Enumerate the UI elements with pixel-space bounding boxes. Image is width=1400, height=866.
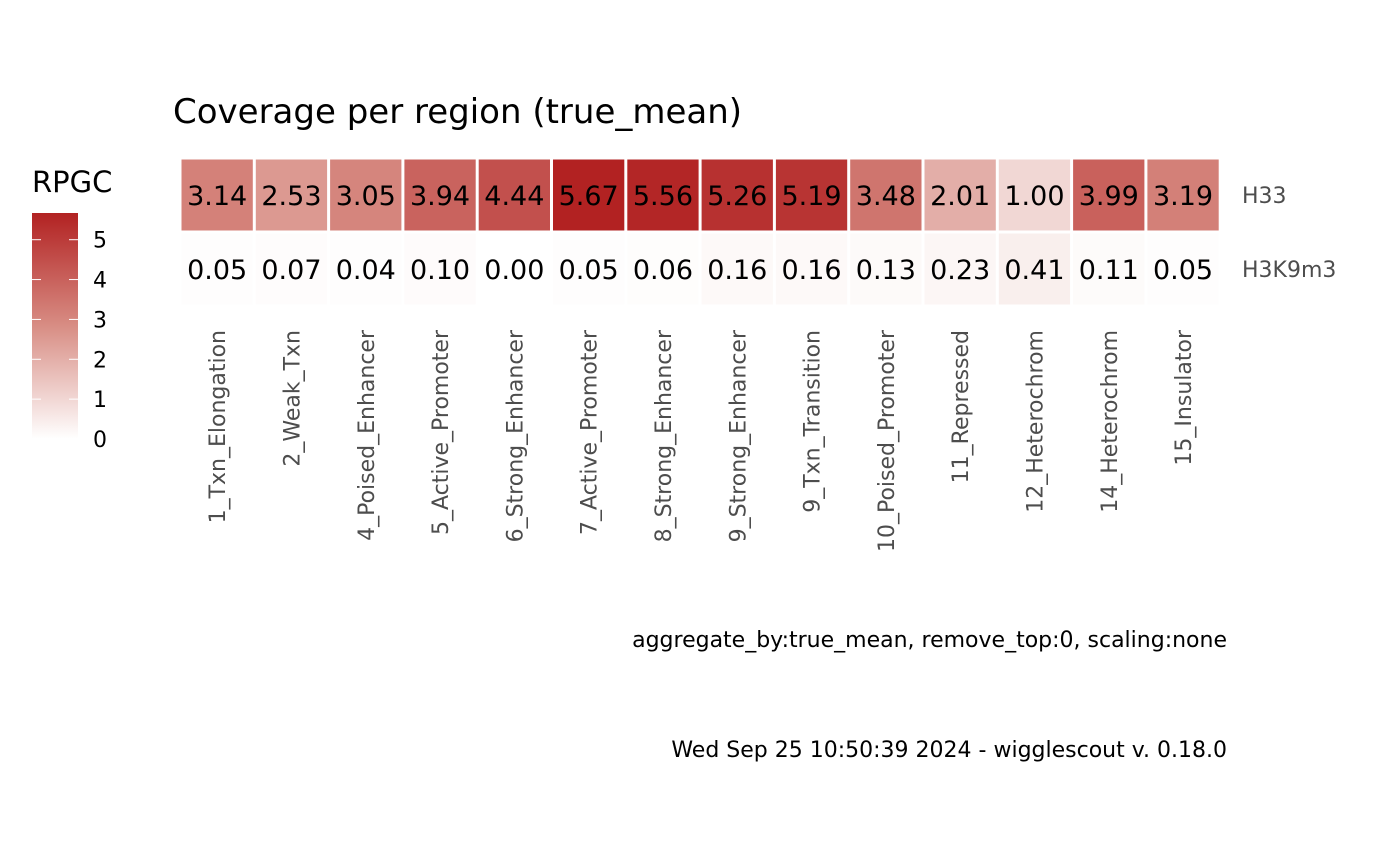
cell-value-label: 3.19 xyxy=(1153,181,1213,212)
cell-value-label: 0.13 xyxy=(856,255,916,286)
cell-value-label: 0.00 xyxy=(484,255,544,286)
column-label: 6_Strong_Enhancer xyxy=(503,329,528,542)
legend-tick-label: 5 xyxy=(93,229,107,254)
column-label: 8_Strong_Enhancer xyxy=(652,329,677,542)
cell-value-label: 5.19 xyxy=(781,181,841,212)
cell-value-label: 0.06 xyxy=(633,255,693,286)
heatmap-cell xyxy=(627,159,699,231)
color-legend: RPGC xyxy=(32,165,172,465)
heatmap-cell xyxy=(404,233,476,305)
legend-tick-label: 2 xyxy=(93,348,107,373)
legend-tick-label: 0 xyxy=(93,428,107,453)
legend-tick-label: 3 xyxy=(93,308,107,333)
cell-value-label: 0.04 xyxy=(336,255,396,286)
row-label: H3K9m3 xyxy=(1242,258,1336,283)
heatmap-cell xyxy=(330,233,402,305)
heatmap-cell xyxy=(478,233,550,305)
caption-parameters: aggregate_by:true_mean, remove_top:0, sc… xyxy=(632,628,1227,653)
legend-tick-label: 1 xyxy=(93,388,107,413)
column-label: 14_Heterochrom xyxy=(1098,330,1123,513)
cell-value-label: 3.99 xyxy=(1079,181,1139,212)
column-label: 2_Weak_Txn xyxy=(280,330,305,467)
cell-value-label: 4.44 xyxy=(484,181,544,212)
cell-value-label: 1.00 xyxy=(1004,181,1064,212)
heatmap-cell xyxy=(701,233,773,305)
chart-title: Coverage per region (true_mean) xyxy=(173,92,743,132)
cell-value-label: 3.94 xyxy=(410,181,470,212)
cell-value-label: 5.56 xyxy=(633,181,693,212)
column-label: 1_Txn_Elongation xyxy=(206,330,231,523)
cell-value-label: 0.16 xyxy=(781,255,841,286)
column-label: 10_Poised_Promoter xyxy=(875,329,900,552)
heatmap-cell xyxy=(553,233,625,305)
legend-tick-label: 4 xyxy=(93,269,107,294)
legend-title: RPGC xyxy=(32,165,113,199)
caption-timestamp: Wed Sep 25 10:50:39 2024 - wigglescout v… xyxy=(671,738,1227,763)
heatmap-cell xyxy=(1073,159,1145,231)
heatmap-cell xyxy=(627,233,699,305)
cell-value-label: 0.23 xyxy=(930,255,990,286)
cell-value-label: 5.26 xyxy=(707,181,767,212)
cell-value-label: 0.10 xyxy=(410,255,470,286)
column-label: 5_Active_Promoter xyxy=(429,329,454,535)
heatmap-cell xyxy=(1147,233,1219,305)
heatmap-cell xyxy=(255,233,328,305)
heatmap-cell xyxy=(404,159,476,231)
cell-value-label: 3.14 xyxy=(187,181,247,212)
heatmap-cell xyxy=(181,159,253,231)
column-label: 7_Active_Promoter xyxy=(578,329,603,535)
column-label: 9_Txn_Transition xyxy=(801,330,826,513)
cell-value-label: 0.11 xyxy=(1079,255,1139,286)
legend-colorbar xyxy=(32,213,78,439)
cell-value-label: 2.01 xyxy=(930,181,990,212)
heatmap-cell xyxy=(478,159,550,231)
heatmap-cell xyxy=(998,159,1071,231)
heatmap-cell xyxy=(255,159,328,231)
cell-value-label: 0.05 xyxy=(187,255,247,286)
heatmap-cell xyxy=(924,159,996,231)
column-label: 15_Insulator xyxy=(1172,329,1197,466)
cell-value-label: 2.53 xyxy=(261,181,321,212)
cell-value-label: 5.67 xyxy=(559,181,619,212)
cell-value-label: 3.05 xyxy=(336,181,396,212)
heatmap-cell xyxy=(701,159,773,231)
heatmap-cell xyxy=(850,159,922,231)
heatmap-cell xyxy=(1073,233,1145,305)
heatmap-cell xyxy=(924,233,996,305)
cell-value-label: 0.07 xyxy=(261,255,321,286)
cell-value-label: 0.05 xyxy=(559,255,619,286)
column-label: 11_Repressed xyxy=(949,330,974,483)
heatmap-cell xyxy=(775,233,848,305)
cell-value-label: 3.48 xyxy=(856,181,916,212)
heatmap-cell xyxy=(330,159,402,231)
cell-value-label: 0.05 xyxy=(1153,255,1213,286)
heatmap-cell xyxy=(553,159,625,231)
heatmap-cell xyxy=(1147,159,1219,231)
heatmap-cell xyxy=(775,159,848,231)
column-label: 12_Heterochrom xyxy=(1023,330,1048,513)
cell-value-label: 0.16 xyxy=(707,255,767,286)
column-label: 4_Poised_Enhancer xyxy=(355,329,380,541)
row-label: H33 xyxy=(1242,184,1287,209)
heatmap-cell xyxy=(181,233,253,305)
cell-value-label: 0.41 xyxy=(1004,255,1064,286)
heatmap-cell xyxy=(850,233,922,305)
column-label: 9_Strong_Enhancer xyxy=(726,329,751,542)
heatmap-cell xyxy=(998,233,1071,305)
